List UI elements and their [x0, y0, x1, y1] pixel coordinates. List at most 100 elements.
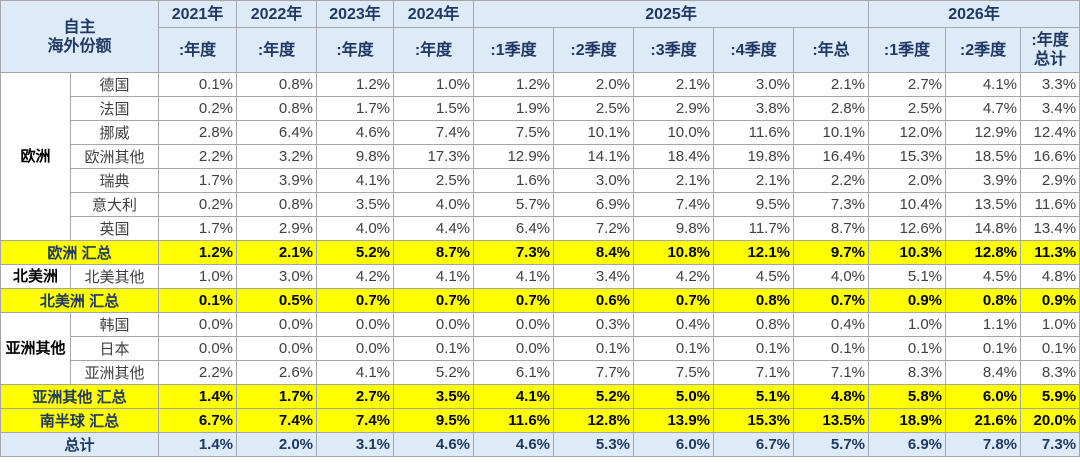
column-header: :1季度 [868, 27, 947, 73]
value-cell: 0.0% [316, 336, 395, 361]
value-cell: 10.3% [868, 240, 947, 265]
value-cell: 14.8% [945, 216, 1022, 241]
row-label: 日本 [69, 336, 160, 361]
value-cell: 7.4% [236, 408, 318, 433]
value-cell: 7.2% [553, 216, 635, 241]
value-cell: 1.4% [158, 384, 238, 409]
value-cell: 0.1% [868, 336, 947, 361]
value-cell: 5.1% [713, 384, 795, 409]
value-cell: 1.5% [393, 96, 475, 121]
value-cell: 3.9% [236, 168, 318, 193]
value-cell: 5.2% [316, 240, 395, 265]
value-cell: 0.8% [236, 96, 318, 121]
value-cell: 2.5% [868, 96, 947, 121]
corner-cell: 自主 海外份额 [0, 0, 160, 73]
value-cell: 7.4% [633, 192, 715, 217]
value-cell: 0.1% [633, 336, 715, 361]
value-cell: 7.3% [1020, 432, 1080, 457]
value-cell: 13.9% [633, 408, 715, 433]
column-header: :3季度 [633, 27, 715, 73]
value-cell: 12.9% [945, 120, 1022, 145]
value-cell: 8.4% [945, 360, 1022, 385]
value-cell: 2.5% [553, 96, 635, 121]
value-cell: 0.6% [553, 288, 635, 313]
value-cell: 1.0% [868, 312, 947, 337]
value-cell: 3.1% [316, 432, 395, 457]
value-cell: 1.6% [473, 168, 555, 193]
value-cell: 2.6% [236, 360, 318, 385]
value-cell: 0.3% [553, 312, 635, 337]
data-row: 挪威 2.8% 6.4% 4.6% 7.4% 7.5% 10.1% 10.0% 11.6% 10.… [1, 120, 1080, 145]
value-cell: 4.6% [393, 432, 475, 457]
value-cell: 0.1% [945, 336, 1022, 361]
year-header: 2024年 [393, 0, 475, 28]
column-header: :年度 总计 [1020, 27, 1080, 73]
value-cell: 0.7% [633, 288, 715, 313]
total-row: 北美洲 汇总 0.1% 0.5% 0.7% 0.7% 0.7% 0.6% 0.7% 0.8% 0.… [0, 288, 1080, 313]
value-cell: 9.8% [316, 144, 395, 169]
value-cell: 8.4% [553, 240, 635, 265]
data-row: 北美洲 北美其他 1.0% 3.0% 4.2% 4.1% 4.1% 3.4% 4.2% 4.5% 4… [0, 264, 1080, 289]
value-cell: 0.8% [713, 288, 795, 313]
value-cell: 13.4% [1020, 216, 1080, 241]
value-cell: 0.9% [1020, 288, 1080, 313]
column-header: :年度 [236, 27, 318, 73]
year-header: 2022年 [236, 0, 318, 28]
value-cell: 18.4% [633, 144, 715, 169]
value-cell: 2.2% [158, 144, 238, 169]
value-cell: 0.7% [473, 288, 555, 313]
row-label: 总计 [0, 432, 160, 457]
value-cell: 1.4% [158, 432, 238, 457]
data-row: 日本 0.0% 0.0% 0.0% 0.1% 0.0% 0.1% 0.1% 0.1% 0.1% 0.… [1, 336, 1080, 361]
value-cell: 3.0% [713, 72, 795, 97]
value-cell: 6.4% [236, 120, 318, 145]
value-cell: 0.7% [393, 288, 475, 313]
row-label: 欧洲 汇总 [0, 240, 160, 265]
value-cell: 5.0% [633, 384, 715, 409]
value-cell: 4.4% [393, 216, 475, 241]
value-cell: 3.8% [713, 96, 795, 121]
value-cell: 6.0% [945, 384, 1022, 409]
data-row: 瑞典 1.7% 3.9% 4.1% 2.5% 1.6% 3.0% 2.1% 2.1% 2.2% 2.… [1, 168, 1080, 193]
value-cell: 6.4% [473, 216, 555, 241]
value-cell: 11.3% [1020, 240, 1080, 265]
year-header: 2026年 [868, 0, 1080, 28]
value-cell: 3.0% [236, 264, 318, 289]
value-cell: 0.1% [1020, 336, 1080, 361]
value-cell: 5.9% [1020, 384, 1080, 409]
value-cell: 19.8% [713, 144, 795, 169]
value-cell: 8.7% [393, 240, 475, 265]
value-cell: 2.7% [316, 384, 395, 409]
data-row: 欧洲其他 2.2% 3.2% 9.8% 17.3% 12.9% 14.1% 18.4% 19.8… [1, 144, 1080, 169]
value-cell: 11.6% [473, 408, 555, 433]
value-cell: 3.3% [1020, 72, 1080, 97]
value-cell: 11.7% [713, 216, 795, 241]
value-cell: 4.0% [793, 264, 870, 289]
value-cell: 0.0% [158, 312, 238, 337]
value-cell: 10.4% [868, 192, 947, 217]
column-header: :2季度 [945, 27, 1022, 73]
value-cell: 16.4% [793, 144, 870, 169]
value-cell: 0.8% [945, 288, 1022, 313]
region-cell: 欧洲 [0, 72, 71, 241]
data-row: 意大利 0.2% 0.8% 3.5% 4.0% 5.7% 6.9% 7.4% 9.5% 7.3% 1… [1, 192, 1080, 217]
value-cell: 3.9% [945, 168, 1022, 193]
value-cell: 1.7% [158, 168, 238, 193]
value-cell: 4.7% [945, 96, 1022, 121]
value-cell: 5.7% [793, 432, 870, 457]
value-cell: 14.1% [553, 144, 635, 169]
value-cell: 3.4% [553, 264, 635, 289]
value-cell: 2.0% [236, 432, 318, 457]
value-cell: 0.0% [236, 312, 318, 337]
value-cell: 0.4% [793, 312, 870, 337]
value-cell: 0.1% [158, 288, 238, 313]
region-cell: 亚洲其他 [0, 312, 71, 385]
value-cell: 6.0% [633, 432, 715, 457]
value-cell: 4.5% [713, 264, 795, 289]
data-row: 亚洲其他 韩国 0.0% 0.0% 0.0% 0.0% 0.0% 0.3% 0.4% 0.8% 0.… [0, 312, 1080, 385]
value-cell: 2.2% [158, 360, 238, 385]
row-label: 韩国 [69, 312, 160, 337]
value-cell: 12.0% [868, 120, 947, 145]
value-cell: 1.7% [158, 216, 238, 241]
value-cell: 1.1% [945, 312, 1022, 337]
